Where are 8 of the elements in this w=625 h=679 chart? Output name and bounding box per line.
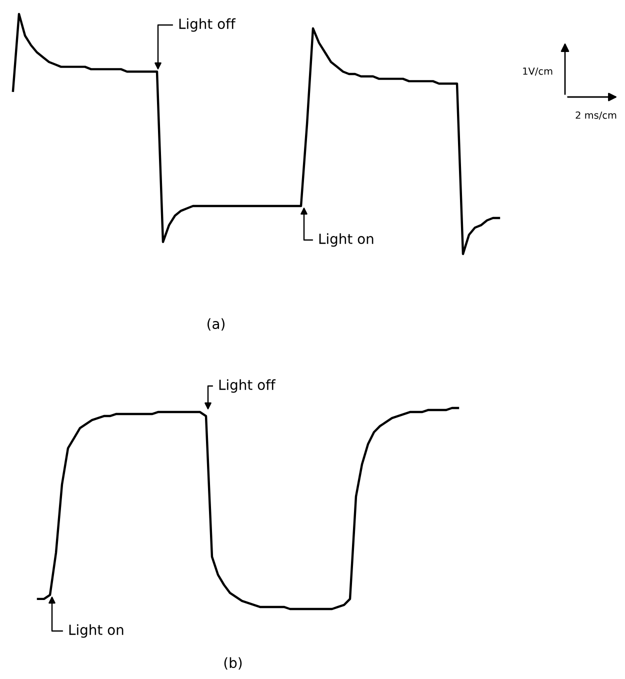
text: 1V/cm bbox=[523, 68, 552, 76]
text: Light off bbox=[219, 379, 276, 393]
annotation: Light on bbox=[319, 233, 374, 247]
x-axis-title: (a) bbox=[208, 318, 224, 331]
x-axis-title: (b) bbox=[224, 657, 242, 670]
text: Light on bbox=[69, 624, 124, 638]
text: 2 ms/cm bbox=[576, 111, 616, 120]
annotation: Light off bbox=[179, 18, 236, 32]
